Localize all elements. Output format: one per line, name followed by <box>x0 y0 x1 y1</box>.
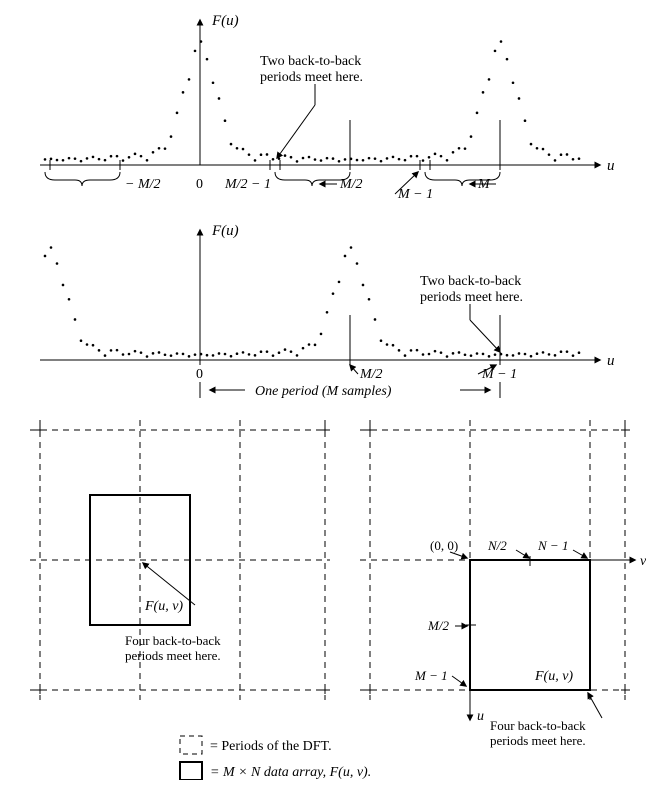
plot-2: F(u) u 0 M/2 M − 1 Two back-to-back peri… <box>40 223 615 399</box>
left-four-meet-1: Four back-to-back <box>125 633 221 648</box>
legend-dft: = Periods of the DFT. <box>210 739 332 754</box>
plot-1: F(u) u − M/2 0 M/2 − 1 M/2 M − 1 M Two b… <box>40 13 615 202</box>
left-fuv: F(u, v) <box>144 599 183 614</box>
plot2-annotation-line1: Two back-to-back <box>420 274 521 289</box>
axis2-label-y: F(u) <box>211 223 239 239</box>
tick2-m2: M/2 <box>359 367 383 382</box>
plot1-annotation-line1: Two back-to-back <box>260 54 361 69</box>
tick2-zero: 0 <box>196 367 203 382</box>
legend: = Periods of the DFT. = M × N data array… <box>180 736 371 780</box>
axis-label-y: F(u) <box>211 13 239 29</box>
figure-canvas: F(u) u − M/2 0 M/2 − 1 M/2 M − 1 M Two b… <box>10 10 646 780</box>
legend-array: = M × N data array, F(u, v). <box>210 765 371 780</box>
plot2-annotation-line2: periods meet here. <box>420 290 523 305</box>
right-four-meet-2: periods meet here. <box>490 733 586 748</box>
axis-label-x: u <box>607 158 615 174</box>
tick-m2-1: M/2 − 1 <box>224 177 271 192</box>
axis2-label-x: u <box>607 353 615 369</box>
coord-n2: N/2 <box>487 538 507 553</box>
tick-m-1: M − 1 <box>397 187 433 202</box>
coord-origin: (0, 0) <box>430 538 458 553</box>
coord-n-1: N − 1 <box>537 538 568 553</box>
diagram-2d: F(u, v) Four back-to-back periods meet h… <box>30 420 646 748</box>
plot1-annotation-line2: periods meet here. <box>260 70 363 85</box>
axis-u: u <box>477 709 484 724</box>
axis-v: v <box>640 554 646 569</box>
right-fuv: F(u, v) <box>534 669 573 684</box>
period-label: One period (M samples) <box>255 384 392 399</box>
tick-m2: M/2 <box>339 177 363 192</box>
tick-zero: 0 <box>196 177 203 192</box>
left-four-meet-2: periods meet here. <box>125 648 221 663</box>
coord-m2: M/2 <box>427 618 449 633</box>
coord-m-1: M − 1 <box>414 668 448 683</box>
tick-neg-m2: − M/2 <box>125 177 161 192</box>
right-four-meet-1: Four back-to-back <box>490 718 586 733</box>
